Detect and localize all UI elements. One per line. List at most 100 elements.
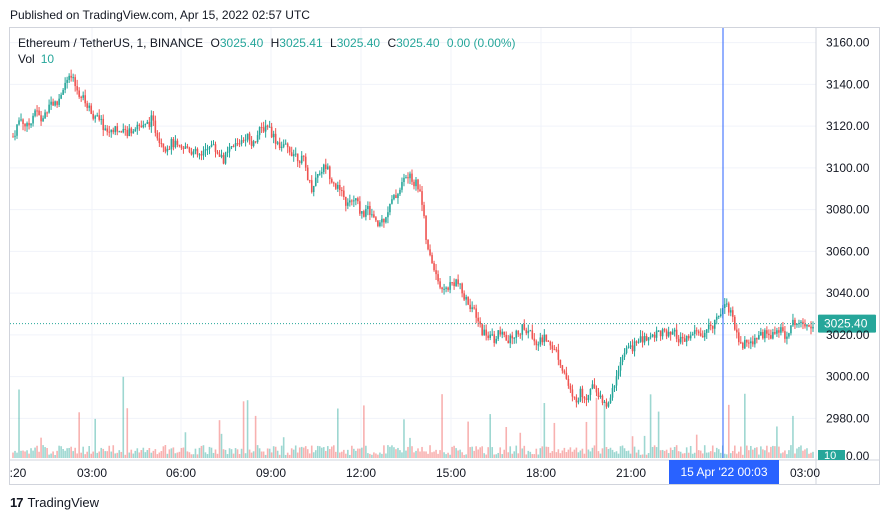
volume-bar (230, 449, 233, 458)
volume-bar (740, 446, 742, 458)
volume-bar (731, 450, 734, 458)
candle-body (270, 126, 273, 138)
candle-body (517, 330, 520, 335)
candle-body (312, 185, 315, 193)
candle-body (148, 121, 151, 128)
candle-body (661, 329, 664, 337)
candle-body (204, 149, 207, 151)
candle-body (341, 190, 343, 192)
volume-bar (569, 447, 572, 458)
volume-bar (756, 447, 758, 458)
volume-bar (415, 450, 417, 458)
close-value: 3025.40 (396, 36, 440, 50)
volume-bar (70, 446, 72, 458)
volume-bar (212, 452, 215, 458)
candle-body (184, 146, 187, 149)
candle-body (673, 329, 676, 332)
volume-bar (445, 454, 447, 458)
volume-bar (192, 454, 195, 458)
volume-bar (88, 445, 90, 458)
volume-bar (316, 445, 319, 458)
candle-body (178, 144, 181, 146)
volume-bar (294, 445, 297, 458)
candle-body (715, 316, 718, 320)
candle-body (457, 279, 459, 285)
volume-bar (705, 452, 708, 458)
volume-bar (709, 451, 712, 458)
volume-bar (22, 450, 24, 458)
volume-bar (505, 427, 508, 458)
volume-bar (282, 437, 285, 458)
volume-bar (812, 451, 814, 458)
candle-body (56, 101, 58, 105)
volume-bar (605, 447, 608, 458)
volume-bar (178, 451, 181, 458)
volume-bar (750, 445, 752, 458)
volume-bar (118, 450, 121, 458)
candle-body (130, 128, 133, 134)
tradingview-brand[interactable]: 17 TradingView (10, 495, 99, 510)
volume-bar (12, 452, 14, 458)
volume-bar (411, 446, 413, 458)
change-value: 0.00 (0.00%) (446, 36, 516, 50)
candle-body (351, 200, 353, 202)
candle-body (429, 249, 431, 256)
time-tick-label: :20 (10, 466, 27, 480)
candle-body (326, 166, 329, 170)
volume-bar (539, 448, 542, 458)
candle-body (290, 152, 293, 157)
candle-body (164, 147, 167, 152)
candle-body (274, 133, 277, 144)
volume-bar (371, 454, 373, 458)
candle-body (647, 337, 650, 341)
candle-body (202, 150, 205, 156)
volume-bar (792, 415, 794, 458)
volume-bar (367, 453, 369, 458)
volume-bar (405, 450, 407, 458)
candle-body (509, 335, 512, 344)
candle-body (541, 337, 544, 343)
candle-body (34, 110, 36, 116)
brand-label: TradingView (27, 495, 100, 510)
volume-bar (130, 449, 133, 458)
volume-bar (808, 453, 810, 458)
candle-body (407, 177, 409, 179)
candle-body (42, 118, 44, 122)
candle-body (190, 152, 193, 155)
volume-bar (571, 451, 574, 458)
candle-body (754, 338, 756, 345)
candle-body (186, 146, 189, 148)
volume-bar (126, 408, 129, 458)
volume-bar (375, 453, 377, 458)
candle-body (74, 77, 76, 87)
candle-body (551, 345, 554, 350)
volume-bar (343, 449, 345, 458)
candle-body (519, 334, 522, 336)
crosshair-time-tag (669, 460, 779, 484)
candle-body (507, 340, 510, 344)
candle-body (230, 146, 233, 148)
volume-bar (683, 453, 686, 458)
price-tick-label: 3040.00 (826, 286, 870, 300)
candle-body (330, 179, 333, 183)
chart-grid (10, 28, 880, 485)
volume-bar (802, 450, 804, 458)
candle-body (70, 75, 72, 78)
chart-frame[interactable] (9, 27, 880, 485)
candle-body (30, 123, 32, 126)
volume-bar (589, 451, 592, 458)
volume-bar (94, 418, 97, 458)
candle-body (607, 403, 610, 407)
volume-bar (30, 448, 32, 458)
candle-body (328, 166, 331, 180)
candle-body (298, 161, 301, 164)
candle-body (449, 282, 451, 290)
candle-body (810, 326, 812, 329)
volume-bar (399, 450, 401, 458)
volume-bar (653, 445, 656, 458)
volume-bar (250, 452, 253, 458)
candle-body (489, 334, 491, 338)
volume-bar (184, 432, 187, 458)
volume-bar (104, 451, 107, 458)
